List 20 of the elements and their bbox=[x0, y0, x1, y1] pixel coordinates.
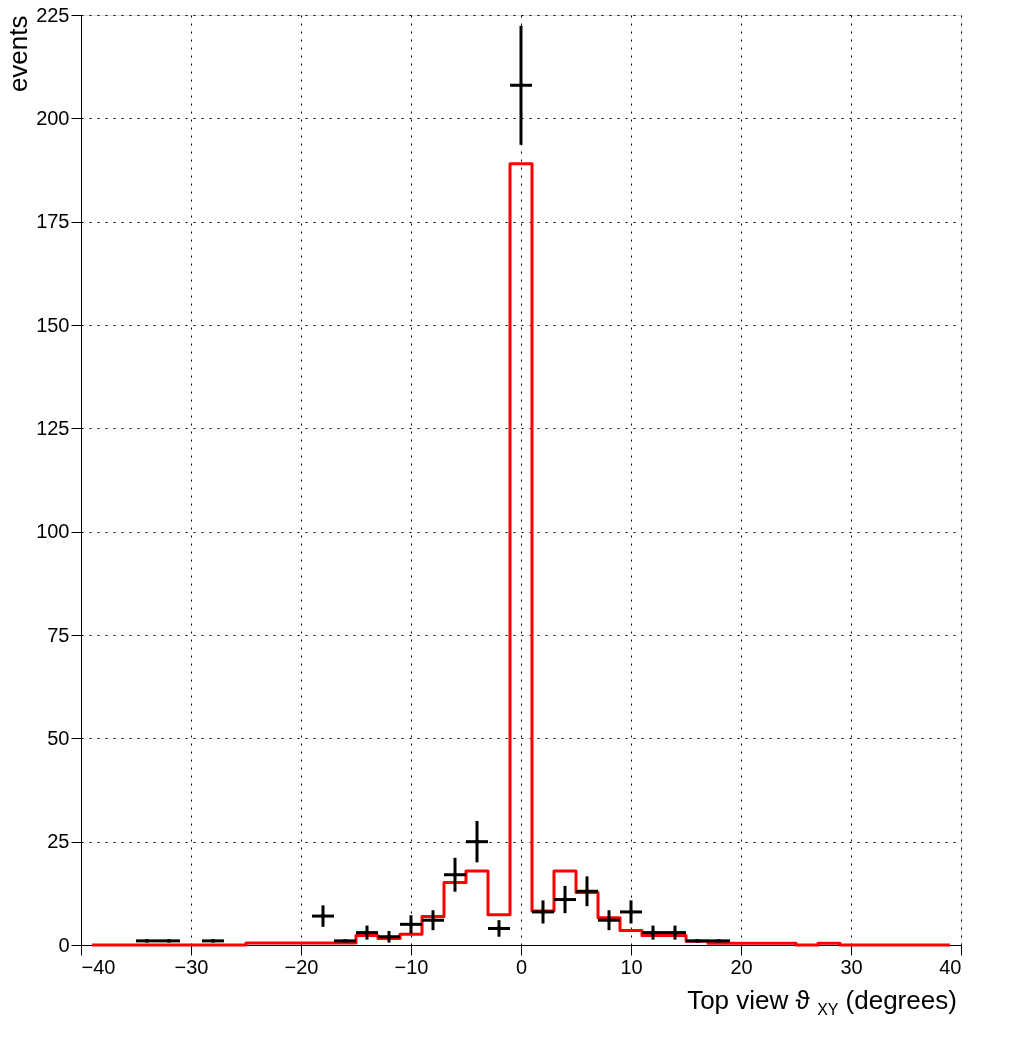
x-tick-label: 20 bbox=[730, 955, 753, 978]
y-tick-label: 25 bbox=[47, 830, 70, 853]
x-tick-label: 40 bbox=[939, 955, 962, 978]
x-tick-label: −40 bbox=[81, 955, 116, 978]
y-tick-label: 125 bbox=[36, 416, 70, 439]
y-tick-label: 225 bbox=[36, 3, 70, 26]
y-tick-label: 50 bbox=[47, 726, 70, 749]
y-tick-label: 175 bbox=[36, 210, 70, 233]
x-tick-label: 10 bbox=[620, 955, 643, 978]
x-tick-label: −20 bbox=[284, 955, 319, 978]
y-tick-label: 100 bbox=[36, 520, 70, 543]
x-tick-label: −10 bbox=[394, 955, 429, 978]
x-tick-label: −30 bbox=[174, 955, 209, 978]
y-tick-label: 0 bbox=[58, 933, 70, 956]
y-tick-label: 75 bbox=[47, 623, 70, 646]
y-tick-label: 150 bbox=[36, 313, 70, 336]
x-tick-label: 0 bbox=[515, 955, 528, 978]
y-axis-title: events bbox=[3, 15, 34, 93]
y-tick-label: 200 bbox=[36, 106, 70, 129]
x-tick-label: 30 bbox=[840, 955, 863, 978]
